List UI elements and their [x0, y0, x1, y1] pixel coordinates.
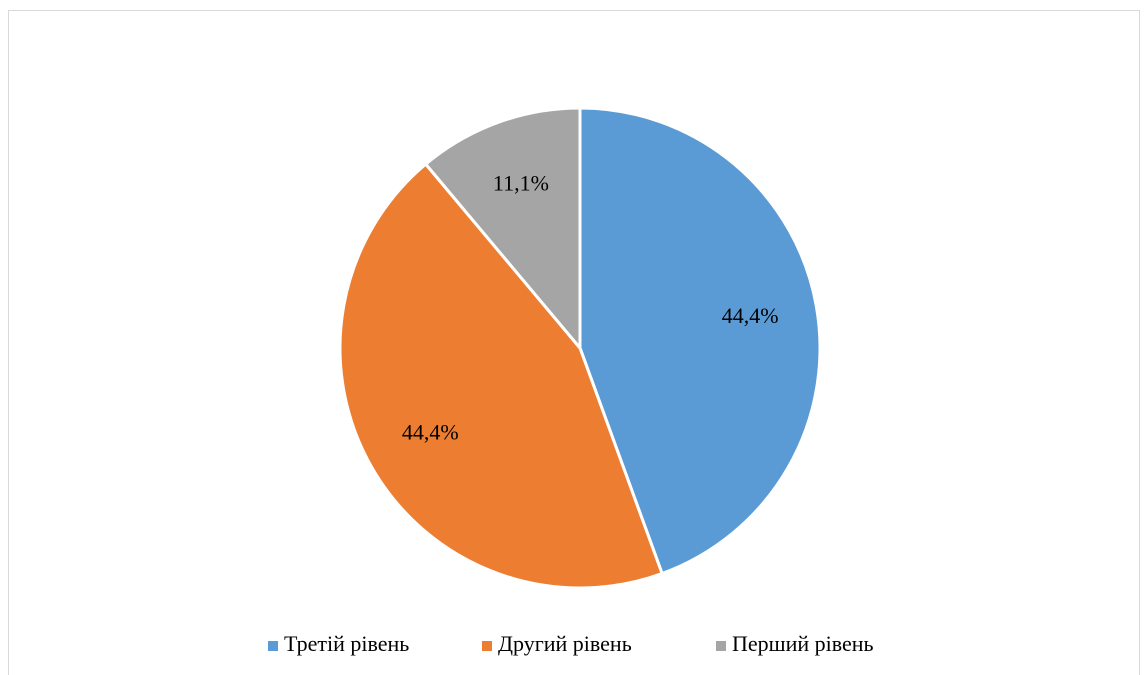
data-label: 11,1% [493, 171, 549, 196]
pie-slice [578, 106, 822, 576]
data-label: 44,4% [722, 303, 779, 328]
legend-swatch [482, 641, 492, 651]
pie-slice [423, 106, 582, 353]
legend-swatch [716, 641, 726, 651]
legend-label: Перший рівень [732, 631, 874, 656]
legend-label: Третій рівень [284, 631, 409, 656]
pie-slice [338, 162, 665, 590]
legend-label: Другий рівень [498, 631, 632, 656]
legend-swatch [268, 641, 278, 651]
data-label: 44,4% [402, 419, 459, 444]
